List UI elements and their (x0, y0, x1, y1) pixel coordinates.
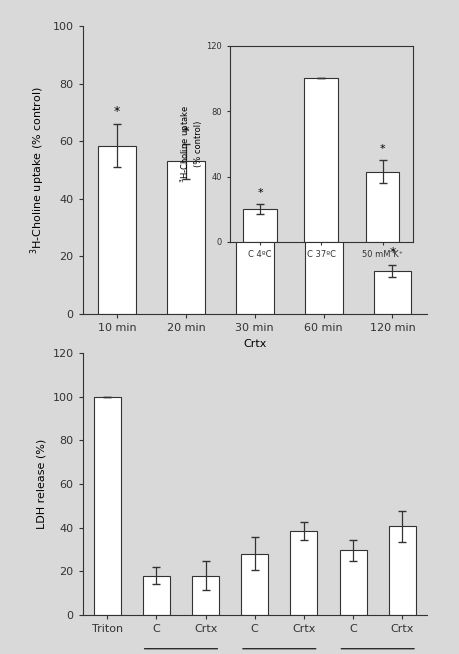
Y-axis label: LDH release (%): LDH release (%) (37, 439, 47, 529)
Y-axis label: $^3$H-Choline uptake (% control): $^3$H-Choline uptake (% control) (28, 86, 47, 254)
Bar (94, 397, 121, 615)
Bar (291, 531, 318, 615)
Bar (389, 526, 416, 615)
Text: *: * (389, 247, 396, 259)
Bar (340, 551, 367, 615)
Text: *: * (320, 158, 327, 171)
Bar (241, 554, 268, 615)
Y-axis label: $^3$H-Choline uptake
(% control): $^3$H-Choline uptake (% control) (179, 105, 203, 183)
Text: *: * (257, 188, 263, 198)
Bar (305, 203, 342, 314)
X-axis label: Crtx: Crtx (243, 339, 266, 349)
Bar (243, 209, 277, 242)
Text: *: * (380, 144, 385, 154)
Bar (98, 146, 136, 314)
Text: *: * (252, 134, 258, 147)
Bar (167, 162, 205, 314)
Text: *: * (183, 126, 189, 139)
Bar (374, 271, 411, 314)
Bar (236, 182, 274, 314)
Bar (192, 576, 219, 615)
Bar (143, 576, 170, 615)
Text: *: * (114, 105, 120, 118)
Bar (366, 172, 399, 242)
Bar (304, 78, 338, 242)
